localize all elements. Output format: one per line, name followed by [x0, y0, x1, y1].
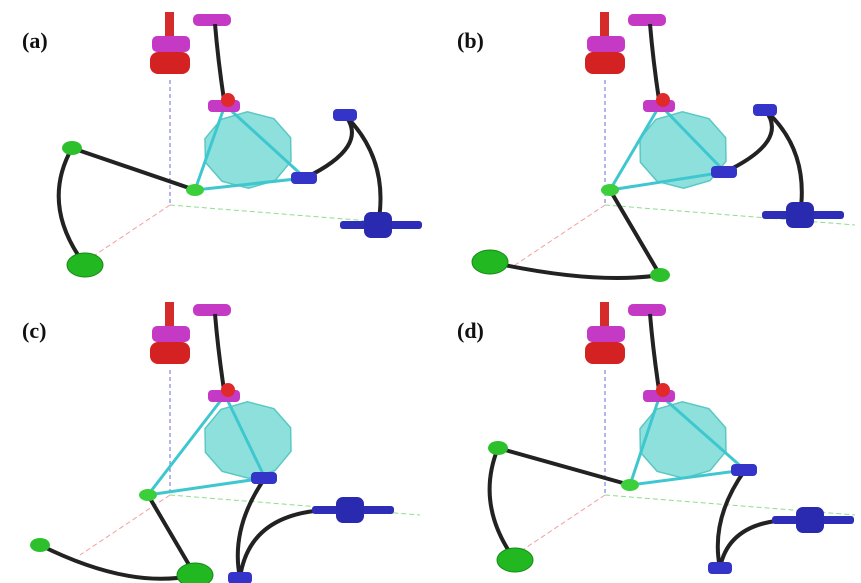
motor: [585, 52, 625, 74]
panel-label: (b): [457, 28, 484, 53]
blue-joint: [251, 472, 277, 484]
panel-label: (a): [22, 28, 48, 53]
arm: [628, 304, 666, 316]
green-joint: [30, 538, 50, 552]
arm: [628, 14, 666, 26]
blue-joint: [291, 172, 317, 184]
top-joint-ball: [221, 93, 235, 107]
motor: [150, 52, 190, 74]
green-base: [67, 253, 103, 277]
panel-label: (d): [457, 318, 484, 343]
blue-joint: [753, 104, 777, 116]
green-joint: [139, 489, 157, 501]
crank: [587, 326, 625, 342]
top-joint-ball: [221, 383, 235, 397]
blue-base: [364, 212, 392, 238]
figure: (a) (b) (c) (d): [0, 0, 861, 583]
arm: [193, 304, 231, 316]
blue-joint: [228, 572, 252, 583]
green-base: [497, 548, 533, 572]
crank: [152, 326, 190, 342]
green-joint: [488, 441, 508, 455]
crank: [587, 36, 625, 52]
blue-joint: [333, 109, 357, 121]
panel-label: (c): [22, 318, 46, 343]
green-joint: [601, 184, 619, 196]
green-joint: [621, 479, 639, 491]
green-joint: [186, 184, 204, 196]
motor: [150, 342, 190, 364]
green-base: [177, 563, 213, 583]
blue-base: [796, 507, 824, 533]
top-joint-ball: [656, 93, 670, 107]
motor: [585, 342, 625, 364]
green-base: [472, 250, 508, 274]
arm: [193, 14, 231, 26]
blue-base: [786, 202, 814, 228]
blue-base: [336, 497, 364, 523]
green-joint: [62, 141, 82, 155]
crank: [152, 36, 190, 52]
blue-joint: [711, 166, 737, 178]
blue-joint: [708, 562, 732, 574]
top-joint-ball: [656, 383, 670, 397]
blue-joint: [731, 464, 757, 476]
green-joint: [650, 268, 670, 282]
